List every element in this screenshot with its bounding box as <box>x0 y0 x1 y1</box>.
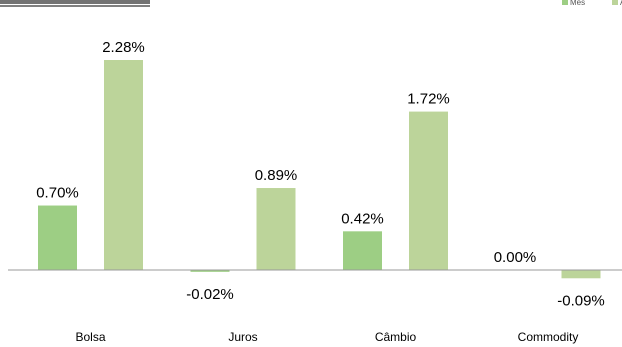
category-label: Bolsa <box>75 330 105 344</box>
bar-juros-series1 <box>190 270 230 272</box>
legend-swatch <box>562 0 568 5</box>
category-label: Commodity <box>518 330 579 344</box>
bar-commodity-series2 <box>561 270 601 279</box>
category-label: Juros <box>228 330 257 344</box>
category-labels-group: Bolsa Juros Câmbio Commodity <box>75 330 578 344</box>
legend-swatch <box>612 0 618 5</box>
data-label: 0.00% <box>494 249 537 266</box>
data-label: 0.89% <box>255 167 298 184</box>
data-label: 1.72% <box>407 91 450 108</box>
title-crop <box>0 0 150 7</box>
bar-juros-series2 <box>256 188 296 270</box>
bar-cmbio-series1 <box>343 231 382 270</box>
bar-bolsa-series1 <box>38 205 77 270</box>
data-label: 2.28% <box>102 39 145 56</box>
legend-label: A <box>620 0 622 7</box>
bar-bolsa-series2 <box>104 60 143 271</box>
data-labels-group: 0.70% 2.28% -0.02% 0.89% 0.42% 1.72% 0.00% -0.0… <box>36 39 605 309</box>
data-label: -0.02% <box>186 286 234 303</box>
bars-group <box>38 60 601 279</box>
legend-label: Mês <box>570 0 585 7</box>
legend: Mês A <box>562 0 622 7</box>
data-label: 0.70% <box>36 185 79 202</box>
data-label: 0.42% <box>341 210 384 227</box>
category-label: Câmbio <box>375 330 417 344</box>
bar-cmbio-series2 <box>409 111 448 270</box>
data-label: -0.09% <box>557 292 605 309</box>
